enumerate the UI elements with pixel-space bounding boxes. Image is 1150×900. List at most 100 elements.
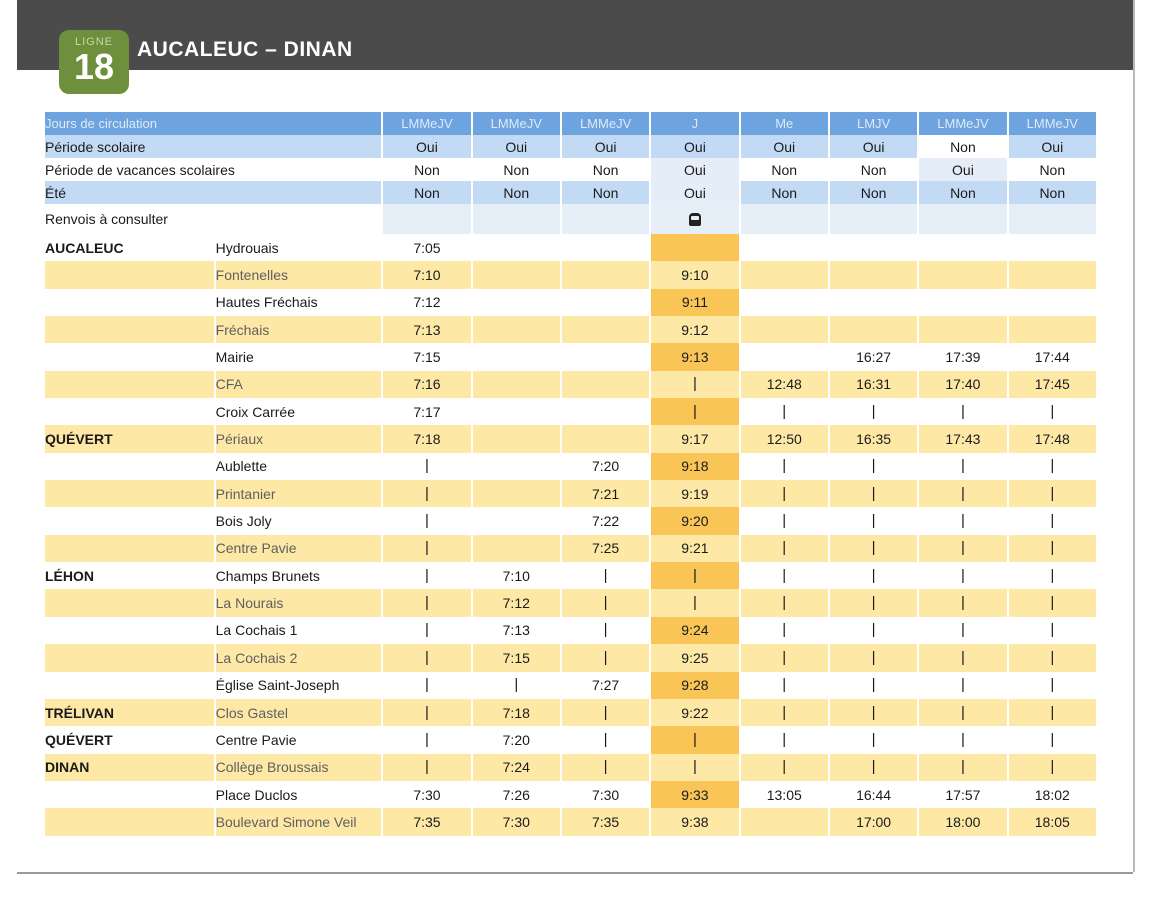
stop-row: Place Duclos 7:30 7:26 7:30 9:33 13:05 16:44 17… [45, 780, 1096, 809]
pass-through-marker: | [561, 562, 650, 590]
pass-through-marker: | [919, 698, 1007, 727]
departure-time: 7:17 [383, 398, 471, 426]
commune-name [45, 343, 214, 371]
departure-time: 7:30 [472, 808, 560, 836]
pass-through-marker: | [651, 726, 739, 754]
commune-name [45, 534, 214, 563]
departure-time [829, 316, 918, 344]
pass-through-marker: | [829, 452, 918, 481]
pass-through-marker: | [1008, 534, 1096, 563]
departure-time: 12:48 [740, 370, 828, 399]
departure-time: 9:22 [651, 698, 739, 727]
commune-name: QUÉVERT [45, 726, 214, 754]
commune-name [45, 808, 214, 836]
stop-row: Fontenelles 7:10 9:10 [45, 261, 1096, 289]
holiday-period-row-value: Non [829, 158, 918, 181]
departure-time: 7:16 [383, 370, 471, 399]
departure-time: 7:12 [472, 589, 560, 617]
holiday-period-row-value: Non [383, 158, 471, 181]
stop-row: La Cochais 2 | 7:15 | 9:25 | | | | [45, 644, 1096, 672]
pass-through-marker: | [919, 753, 1007, 781]
badge-label: LIGNE [74, 36, 113, 48]
departure-time [561, 343, 650, 371]
pass-through-marker: | [919, 671, 1007, 699]
departure-time: 17:00 [829, 808, 918, 836]
departure-time: 9:38 [651, 808, 739, 836]
pass-through-marker: | [740, 452, 828, 481]
pass-through-marker: | [1008, 398, 1096, 426]
holiday-period-row-label: Période de vacances scolaires [45, 158, 382, 181]
commune-name [45, 507, 214, 535]
line-badge: LIGNE 18 [59, 30, 129, 94]
pass-through-marker: | [383, 753, 471, 781]
pass-through-marker: | [740, 534, 828, 563]
pass-through-marker: | [829, 616, 918, 645]
commune-name: AUCALEUC [45, 234, 214, 262]
pass-through-marker: | [561, 753, 650, 781]
pass-through-marker: | [740, 616, 828, 645]
summer-row-value: Non [472, 181, 560, 204]
pass-through-marker: | [829, 480, 918, 508]
pass-through-marker: | [919, 562, 1007, 590]
departure-time: 7:30 [561, 780, 650, 809]
stop-row: La Nourais | 7:12 | | | | | | [45, 589, 1096, 617]
departure-time [740, 343, 828, 371]
departure-time: 9:18 [651, 452, 739, 481]
pass-through-marker: | [651, 398, 739, 426]
departure-time: 9:20 [651, 507, 739, 535]
departure-time [561, 370, 650, 399]
departure-time [472, 316, 560, 344]
pass-through-marker: | [651, 753, 739, 781]
commune-name [45, 370, 214, 399]
commune-name: TRÉLIVAN [45, 698, 214, 727]
commune-name: DINAN [45, 753, 214, 781]
stop-name: Centre Pavie [215, 726, 382, 754]
departure-time [561, 425, 650, 453]
pass-through-marker: | [383, 671, 471, 699]
pass-through-marker: | [383, 507, 471, 535]
pass-through-marker: | [740, 480, 828, 508]
pass-through-marker: | [383, 726, 471, 754]
pass-through-marker: | [919, 589, 1007, 617]
departure-time: 7:20 [561, 452, 650, 481]
departure-time: 7:26 [472, 780, 560, 809]
commune-name [45, 671, 214, 699]
days-row: Jours de circulation LMMeJV LMMeJV LMMeJV J M… [45, 112, 1096, 135]
stop-row: Boulevard Simone Veil 7:35 7:30 7:35 9:38 17:… [45, 808, 1096, 836]
pass-through-marker: | [383, 562, 471, 590]
departure-time: 7:15 [383, 343, 471, 371]
stop-name: La Cochais 1 [215, 616, 382, 645]
departure-time [472, 507, 560, 535]
departure-time: 12:50 [740, 425, 828, 453]
departure-time: 17:44 [1008, 343, 1096, 371]
departure-time: 16:27 [829, 343, 918, 371]
pass-through-marker: | [1008, 644, 1096, 672]
pass-through-marker: | [829, 671, 918, 699]
departure-time [472, 261, 560, 289]
notes-cell [651, 204, 739, 234]
pass-through-marker: | [829, 589, 918, 617]
departure-time [740, 316, 828, 344]
departure-time [472, 398, 560, 426]
departure-time [1008, 261, 1096, 289]
pass-through-marker: | [829, 698, 918, 727]
departure-time: 17:48 [1008, 425, 1096, 453]
pass-through-marker: | [1008, 671, 1096, 699]
header-bar [17, 0, 1133, 70]
pass-through-marker: | [651, 370, 739, 399]
departure-time: 7:22 [561, 507, 650, 535]
pass-through-marker: | [561, 616, 650, 645]
day-column-header: LMMeJV [919, 112, 1007, 135]
departure-time: 9:28 [651, 671, 739, 699]
pass-through-marker: | [740, 698, 828, 727]
departure-time: 7:25 [561, 534, 650, 563]
departure-time [919, 316, 1007, 344]
pass-through-marker: | [919, 452, 1007, 481]
summer-row-value: Non [829, 181, 918, 204]
stop-name: Fréchais [215, 316, 382, 344]
pass-through-marker: | [1008, 589, 1096, 617]
pass-through-marker: | [1008, 698, 1096, 727]
departure-time: 18:02 [1008, 780, 1096, 809]
departure-time [919, 261, 1007, 289]
stop-name: Place Duclos [215, 780, 382, 809]
